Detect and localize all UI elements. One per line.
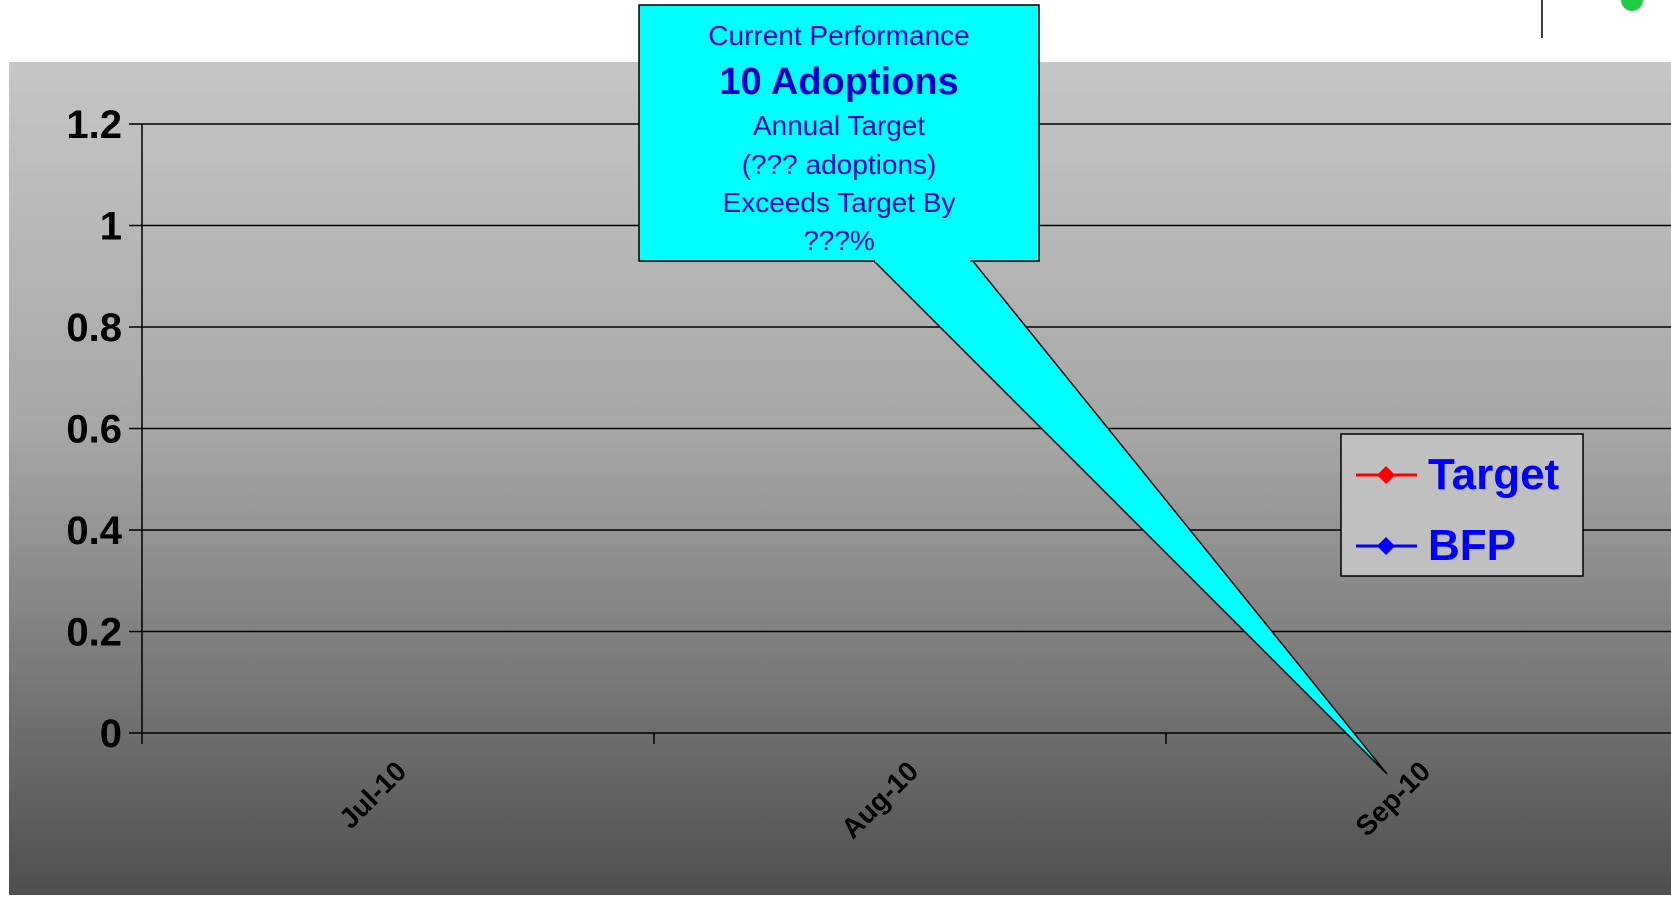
callout-line-3: Annual Target	[753, 110, 926, 141]
y-tick-label: 0.6	[66, 408, 122, 452]
legend-marker-bfp-icon	[1377, 537, 1395, 555]
y-tick-labels: 0 0.2 0.4 0.6 0.8 1 1.2	[66, 103, 122, 756]
y-tick-label: 0.2	[66, 611, 122, 655]
corner-status-dot	[1621, 0, 1643, 11]
legend-entry-bfp: BFP	[1356, 521, 1516, 570]
y-tick-label: 0.8	[66, 306, 122, 350]
legend-entry-target: Target	[1356, 450, 1560, 499]
y-tick-label: 1	[100, 205, 122, 249]
callout: Current Performance 10 Adoptions Annual …	[638, 4, 1388, 775]
legend-marker-target-icon	[1377, 466, 1395, 484]
legend: Target BFP	[1340, 433, 1584, 577]
callout-line-4: (??? adoptions)	[742, 149, 937, 180]
callout-line-1: Current Performance	[708, 20, 969, 51]
legend-box	[1340, 433, 1584, 577]
y-tick-label: 1.2	[66, 103, 122, 147]
y-tick-label: 0	[100, 712, 122, 756]
callout-line-2: 10 Adoptions	[719, 61, 958, 103]
legend-label-bfp: BFP	[1428, 521, 1516, 570]
y-tick-label: 0.4	[66, 509, 122, 553]
legend-label-target: Target	[1428, 450, 1560, 499]
axes	[129, 123, 1671, 744]
callout-line-5: Exceeds Target By	[723, 187, 956, 218]
callout-box	[638, 4, 1040, 262]
callout-line-6: ???%	[803, 225, 875, 256]
